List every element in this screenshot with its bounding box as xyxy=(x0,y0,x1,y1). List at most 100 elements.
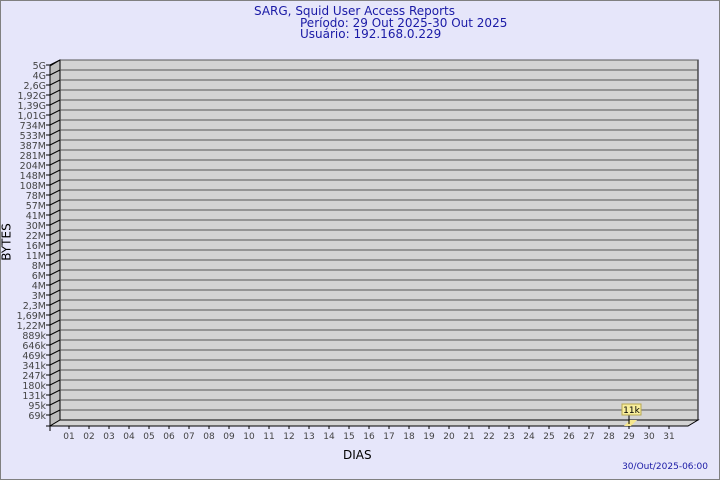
gridline-depth xyxy=(49,129,61,136)
y-tick-label: 341k xyxy=(22,361,46,372)
x-tick-label: 30 xyxy=(643,432,655,442)
x-tick-label: 20 xyxy=(443,432,455,442)
bar-29 xyxy=(624,420,637,426)
y-tick-label: 4M xyxy=(32,281,46,292)
x-tick-label: 28 xyxy=(603,432,615,442)
gridline-depth xyxy=(49,149,61,156)
y-tick-label: 131k xyxy=(22,391,46,402)
gridline-depth xyxy=(49,189,61,196)
x-tick-label: 10 xyxy=(243,432,255,442)
gridline-depth xyxy=(49,359,61,366)
gridline-depth xyxy=(49,169,61,176)
y-tick-label: 6M xyxy=(32,271,46,282)
x-tick-label: 21 xyxy=(463,432,474,442)
gridline-depth xyxy=(49,299,61,306)
x-tick-label: 02 xyxy=(83,432,94,442)
x-tick-label: 13 xyxy=(303,432,314,442)
gridline-depth xyxy=(49,69,61,76)
y-tick-label: 1,92G xyxy=(17,91,46,102)
bar-label-box xyxy=(621,403,642,416)
gridline-depth xyxy=(49,259,61,266)
y-axis-label: BYTES xyxy=(0,223,14,261)
x-tick-label: 12 xyxy=(283,432,294,442)
gridline-depth xyxy=(49,409,61,416)
y-tick-label: 646k xyxy=(22,341,46,352)
gridline-depth xyxy=(49,229,61,236)
x-tick-label: 25 xyxy=(543,432,554,442)
gridline-depth xyxy=(49,209,61,216)
y-tick-label: 108M xyxy=(20,181,46,192)
x-tick-label: 17 xyxy=(383,432,394,442)
gridline-depth xyxy=(49,179,61,186)
gridline-depth xyxy=(49,239,61,246)
gridline-depth xyxy=(49,269,61,276)
y-tick-label: 95k xyxy=(28,401,46,412)
x-tick-label: 16 xyxy=(363,432,375,442)
y-tick-label: 41M xyxy=(26,211,46,222)
gridline-depth xyxy=(49,329,61,336)
y-tick-label: 533M xyxy=(20,131,46,142)
x-tick-label: 15 xyxy=(343,432,354,442)
y-tick-label: 1,39G xyxy=(17,101,46,112)
gridline-depth xyxy=(49,319,61,326)
x-tick-label: 04 xyxy=(123,432,135,442)
x-tick-label: 23 xyxy=(503,432,514,442)
x-tick-label: 24 xyxy=(523,432,535,442)
gridline-depth xyxy=(49,119,61,126)
y-tick-label: 69k xyxy=(28,411,46,422)
gridline-depth xyxy=(49,399,61,406)
x-tick-label: 01 xyxy=(63,432,74,442)
gridline-depth xyxy=(49,89,61,96)
y-tick-label: 148M xyxy=(20,171,46,182)
gridline-depth xyxy=(49,389,61,396)
y-tick-label: 5G xyxy=(33,61,46,72)
y-tick-label: 11M xyxy=(26,251,46,262)
y-tick-label: 1,69M xyxy=(17,311,46,322)
x-tick-label: 27 xyxy=(583,432,594,442)
y-tick-label: 1,22M xyxy=(17,321,46,332)
x-tick-label: 07 xyxy=(183,432,194,442)
chart-period: Período: 29 Out 2025-30 Out 2025 xyxy=(300,16,508,30)
gridline-depth xyxy=(49,199,61,206)
gridline-depth xyxy=(49,279,61,286)
gridline-depth xyxy=(49,369,61,376)
x-tick-label: 11 xyxy=(263,432,274,442)
y-tick-label: 889k xyxy=(22,331,46,342)
y-tick-label: 57M xyxy=(26,201,46,212)
gridline-depth xyxy=(49,59,61,66)
y-tick-label: 2,6G xyxy=(24,81,46,92)
gridline-depth xyxy=(49,99,61,106)
x-tick-label: 18 xyxy=(403,432,415,442)
y-tick-label: 78M xyxy=(26,191,46,202)
y-tick-label: 8M xyxy=(32,261,46,272)
y-tick-label: 734M xyxy=(20,121,46,132)
x-tick-label: 14 xyxy=(323,432,335,442)
x-tick-label: 31 xyxy=(663,432,674,442)
gridline-depth xyxy=(49,109,61,116)
gridline-depth xyxy=(49,349,61,356)
floor xyxy=(48,419,700,427)
x-tick-label: 08 xyxy=(203,432,215,442)
x-tick-label: 26 xyxy=(563,432,575,442)
chart-user: Usuário: 192.168.0.229 xyxy=(300,27,442,41)
x-tick-label: 22 xyxy=(483,432,494,442)
y-tick-label: 3M xyxy=(32,291,46,302)
x-tick-label: 03 xyxy=(103,432,114,442)
gridline-depth xyxy=(49,139,61,146)
gridline-depth xyxy=(49,249,61,256)
y-tick-label: 469k xyxy=(22,351,46,362)
y-tick-label: 281M xyxy=(20,151,46,162)
x-tick-label: 29 xyxy=(623,432,635,442)
y-tick-label: 16M xyxy=(26,241,46,252)
gridline-depth xyxy=(49,339,61,346)
gridline-depth xyxy=(49,79,61,86)
y-tick-label: 4G xyxy=(33,71,46,82)
y-tick-label: 30M xyxy=(26,221,46,232)
timestamp: 30/Out/2025-06:00 xyxy=(622,462,708,472)
y-tick-label: 204M xyxy=(20,161,46,172)
bar-value-label: 11k xyxy=(623,406,640,416)
y-tick-label: 387M xyxy=(20,141,46,152)
gridline-depth xyxy=(49,379,61,386)
y-tick-label: 2,3M xyxy=(23,301,46,312)
